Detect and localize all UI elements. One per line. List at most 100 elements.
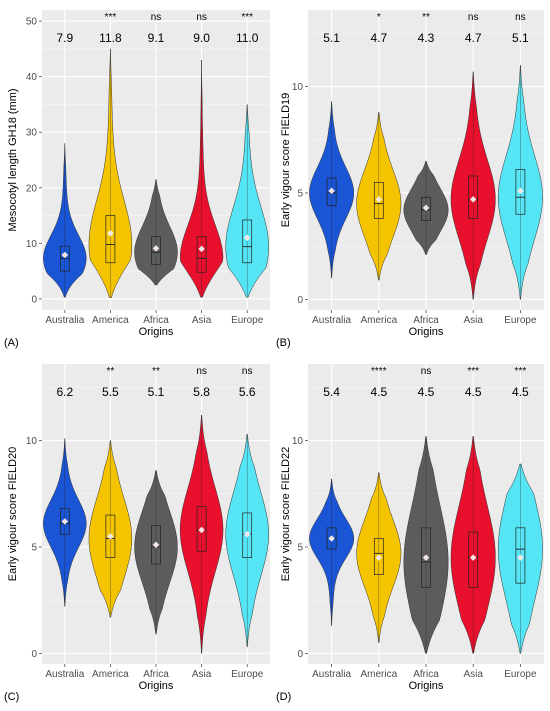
mean-label-australia: 5.4 [323, 385, 340, 399]
mean-marker-europe [517, 554, 524, 561]
significance-label-america: ** [107, 366, 115, 377]
mean-marker-europe [243, 234, 251, 242]
mean-marker-asia [469, 196, 477, 203]
box-asia [196, 506, 207, 552]
box-america [105, 215, 116, 264]
mean-marker-asia [198, 526, 205, 534]
x-tick-label-asia: Asia [463, 315, 483, 326]
y-tick-label: 20 [26, 183, 38, 194]
x-axis-title: Origins [409, 680, 444, 692]
x-tick-label-america: America [92, 315, 129, 326]
mean-marker-europe [517, 187, 524, 195]
x-tick-label-america: America [360, 669, 397, 680]
mean-label-australia: 7.9 [56, 31, 73, 45]
panel-a: 7.9 Australia 11.8 *** America 9.1 ns Africa 9.0… [4, 10, 270, 349]
mean-label-europe: 11.0 [236, 31, 259, 45]
box-africa [151, 236, 161, 265]
box-america [105, 514, 116, 558]
y-tick-label: 30 [26, 128, 38, 139]
panel-c: 6.2 Australia 5.5 ** America 5.1 ** Africa 5.8 ns… [4, 364, 270, 703]
mean-label-asia: 4.5 [465, 385, 482, 399]
box-america [373, 538, 384, 575]
mean-marker-america [107, 230, 114, 237]
mean-label-america: 11.8 [99, 31, 122, 45]
mean-marker-europe [243, 530, 251, 538]
y-tick-label: 50 [26, 17, 38, 28]
x-tick-label-asia: Asia [463, 669, 483, 680]
box-africa [421, 196, 431, 221]
significance-label-asia: ns [468, 12, 479, 23]
box-europe [242, 512, 253, 558]
box-asia [468, 175, 479, 219]
mean-label-europe: 5.6 [239, 385, 256, 399]
significance-label-america: **** [371, 366, 387, 377]
y-axis-title: Early vigour score FIELD19 [280, 93, 292, 228]
x-tick-label-australia: Australia [45, 669, 84, 680]
mean-label-australia: 5.1 [323, 31, 340, 45]
x-tick-label-europe: Europe [504, 669, 537, 680]
x-tick-label-africa: Africa [413, 669, 439, 680]
x-tick-label-europe: Europe [231, 669, 264, 680]
panel-label: (A) [4, 337, 19, 349]
y-tick-label: 0 [31, 294, 37, 305]
mean-label-africa: 4.3 [418, 31, 435, 45]
mean-label-america: 4.5 [370, 385, 387, 399]
mean-label-europe: 4.5 [512, 385, 529, 399]
significance-label-asia: *** [467, 366, 479, 377]
mean-marker-asia [469, 554, 477, 561]
x-tick-label-australia: Australia [45, 315, 84, 326]
mean-label-africa: 4.5 [418, 385, 435, 399]
box-australia [326, 177, 337, 207]
mean-marker-africa [422, 204, 430, 212]
y-tick-label: 5 [297, 542, 303, 553]
x-tick-label-africa: Africa [143, 669, 169, 680]
x-tick-label-africa: Africa [413, 315, 439, 326]
mean-marker-africa [152, 245, 160, 252]
y-tick-label: 0 [297, 295, 303, 306]
mean-marker-australia [61, 251, 69, 259]
mean-label-america: 4.7 [370, 31, 387, 45]
mean-marker-asia [198, 245, 205, 253]
y-axis-title: Mesocotyl length GH18 (mm) [7, 88, 19, 231]
y-axis-title: Early vigour score FIELD20 [7, 447, 19, 582]
y-tick-label: 10 [292, 82, 304, 93]
significance-label-asia: ns [196, 366, 207, 377]
mean-marker-australia [328, 187, 335, 195]
x-tick-label-australia: Australia [312, 315, 351, 326]
mean-marker-africa [152, 541, 160, 549]
box-europe [515, 169, 526, 215]
significance-label-africa: ** [422, 12, 430, 23]
mean-marker-america [107, 533, 114, 540]
panel-d: 5.4 Australia 4.5 **** America 4.5 ns Africa 4.5… [276, 364, 544, 703]
mean-label-america: 5.5 [102, 385, 119, 399]
x-tick-label-america: America [92, 669, 129, 680]
significance-label-europe: *** [515, 366, 527, 377]
x-tick-label-europe: Europe [231, 315, 264, 326]
x-tick-label-europe: Europe [504, 315, 537, 326]
panel-b: 5.1 Australia 4.7 * America 4.3 ** Africa 4.7 ns A… [276, 10, 544, 349]
panel-label: (D) [276, 691, 291, 703]
box-asia [196, 236, 207, 273]
significance-label-america: * [377, 12, 381, 23]
box-australia [59, 508, 70, 535]
x-tick-label-africa: Africa [143, 315, 169, 326]
x-axis-title: Origins [139, 326, 174, 338]
box-africa [151, 525, 161, 565]
y-axis-title: Early vigour score FIELD22 [280, 447, 292, 582]
mean-label-asia: 5.8 [193, 385, 210, 399]
significance-label-africa: ** [152, 366, 160, 377]
mean-label-africa: 5.1 [148, 385, 165, 399]
mean-marker-australia [61, 518, 69, 525]
box-asia [468, 531, 479, 588]
box-europe [242, 219, 253, 264]
significance-label-america: *** [105, 12, 117, 23]
mean-marker-africa [422, 554, 430, 561]
y-tick-label: 0 [297, 649, 303, 660]
significance-label-africa: ns [151, 12, 162, 23]
x-tick-label-america: America [360, 315, 397, 326]
y-tick-label: 10 [26, 436, 38, 447]
mean-label-asia: 9.0 [193, 31, 210, 45]
mean-label-europe: 5.1 [512, 31, 529, 45]
panel-label: (C) [4, 691, 19, 703]
